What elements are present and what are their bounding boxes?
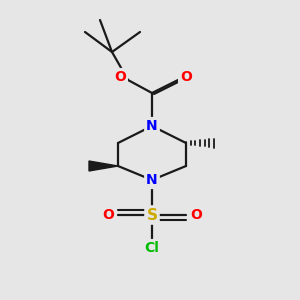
Text: Cl: Cl: [145, 241, 159, 255]
Text: O: O: [114, 70, 126, 84]
Text: O: O: [180, 70, 192, 84]
Text: S: S: [146, 208, 158, 223]
Text: N: N: [146, 173, 158, 187]
Text: O: O: [102, 208, 114, 222]
Text: O: O: [190, 208, 202, 222]
Text: N: N: [146, 119, 158, 133]
Polygon shape: [89, 161, 118, 171]
